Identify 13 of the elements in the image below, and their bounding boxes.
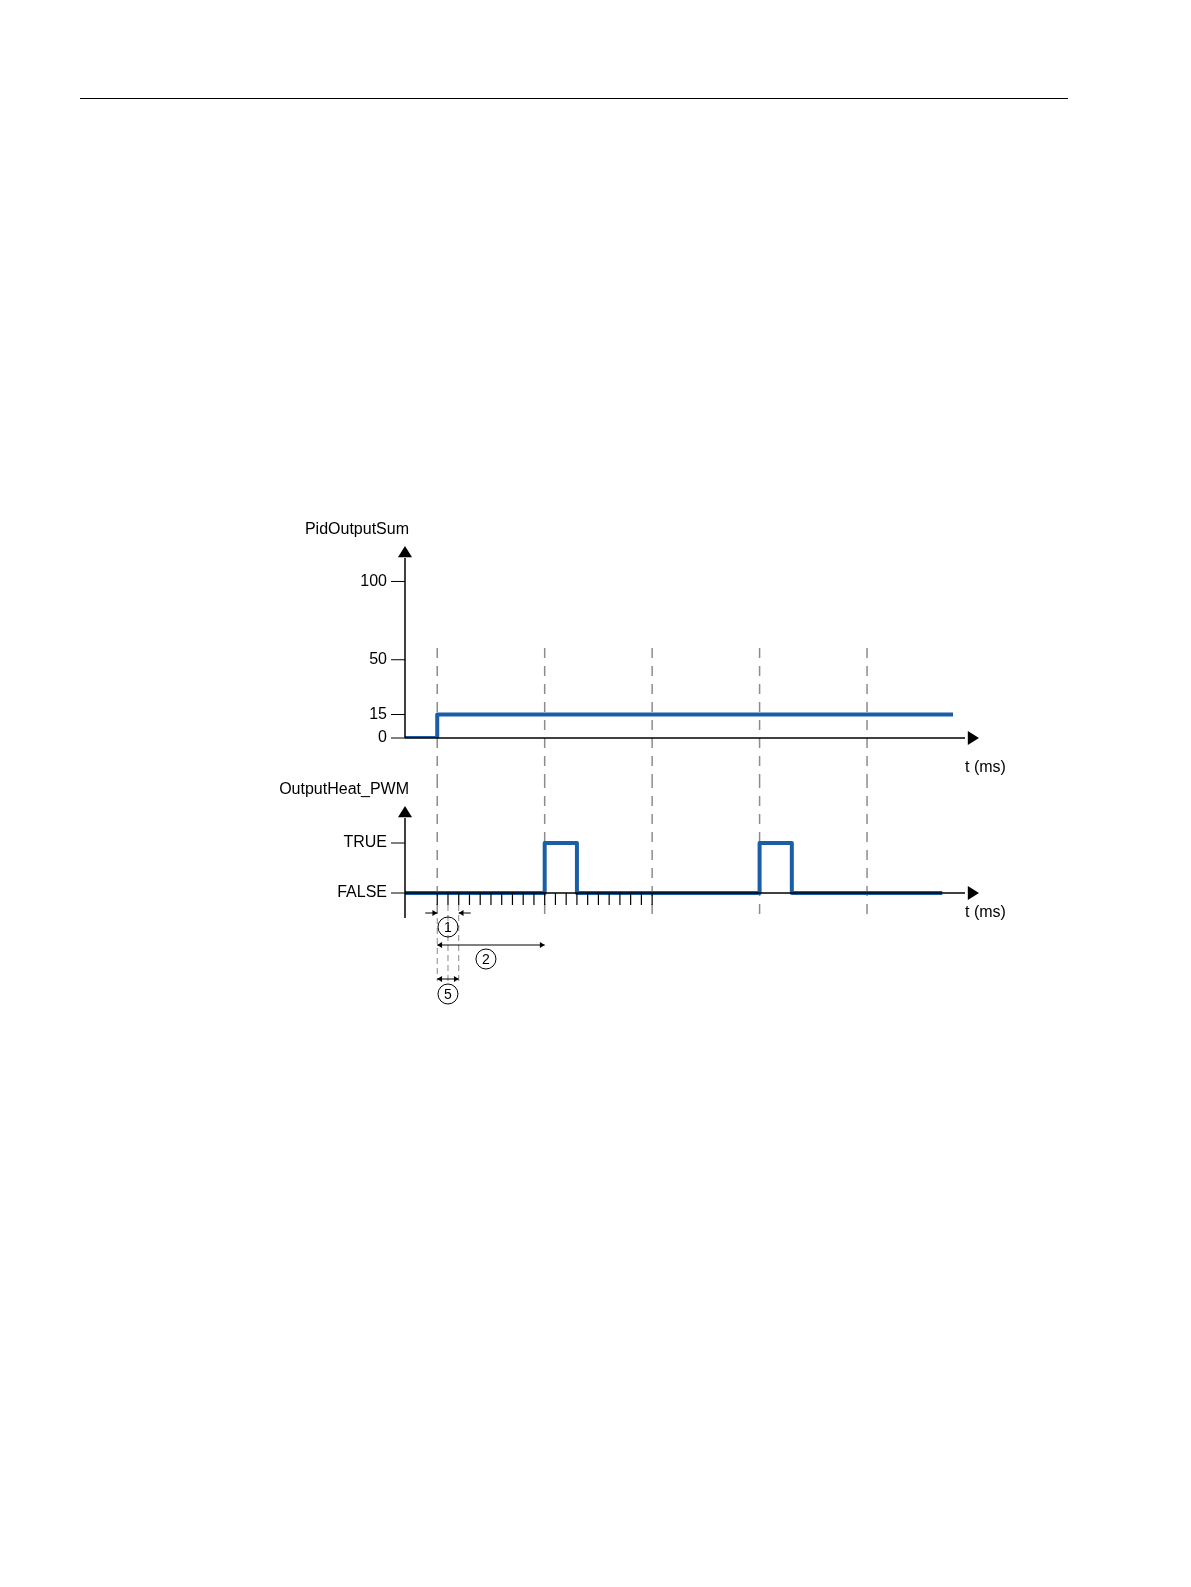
text: TRUE [343,833,387,851]
circled-number: 1 [437,916,459,938]
y-axis-title: PidOutputSum [304,520,409,537]
circled-number: 2 [475,948,497,970]
x-axis-title: t (ms) [965,758,1006,775]
y-tick-label: 100 [360,571,388,589]
text: FALSE [337,883,387,901]
circled-number: 5 [437,983,459,1005]
y-tick-label: 15 [369,704,388,722]
y-tick-label: 0 [378,728,388,746]
y-axis-title: OutputHeat_PWM [279,780,409,798]
y-tick-label: 50 [369,650,388,668]
x-axis-title: t (ms) [965,903,1006,920]
